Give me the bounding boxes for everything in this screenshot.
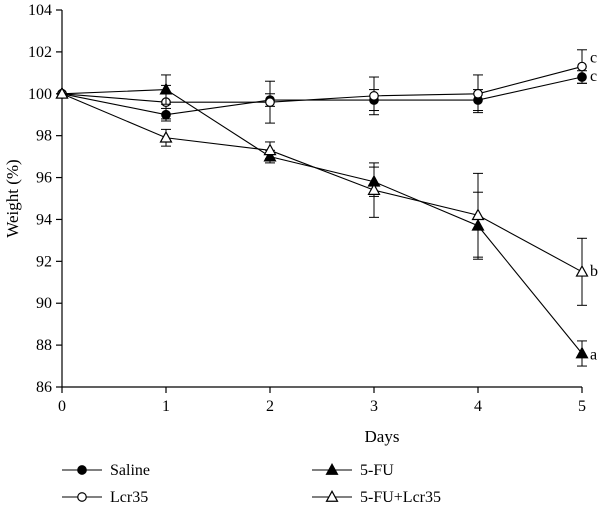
series-layer: cc a b bbox=[55, 49, 598, 367]
data-point bbox=[263, 143, 277, 156]
y-tick-label: 98 bbox=[36, 128, 52, 145]
data-point bbox=[473, 88, 483, 99]
y-tick-label: 104 bbox=[28, 2, 52, 19]
y-tick-label: 92 bbox=[36, 253, 52, 270]
legend: Saline Lcr35 5-FU 5-FU+Lcr35 bbox=[62, 462, 441, 506]
legend-marker bbox=[77, 492, 87, 502]
x-tick-label: 3 bbox=[370, 398, 378, 415]
legend-item-5-fu: 5-FU bbox=[312, 462, 394, 479]
legend-label: Saline bbox=[110, 462, 150, 479]
y-tick-label: 100 bbox=[28, 86, 52, 103]
data-point bbox=[265, 97, 275, 108]
series-line-5-fu-lcr35 bbox=[61, 93, 583, 273]
series-5-fu-lcr35: b bbox=[55, 86, 598, 306]
data-point bbox=[367, 183, 381, 195]
series-lcr35: c bbox=[57, 49, 597, 124]
series-line-lcr35 bbox=[61, 66, 583, 103]
legend-label: Lcr35 bbox=[110, 489, 148, 506]
x-tick-label: 0 bbox=[58, 398, 66, 415]
y-tick-label: 90 bbox=[36, 295, 52, 312]
legend-marker bbox=[77, 465, 87, 475]
x-tick-label: 1 bbox=[162, 398, 170, 415]
y-tick-label: 96 bbox=[36, 170, 52, 187]
legend-item-5-fu-lcr35: 5-FU+Lcr35 bbox=[312, 489, 441, 506]
series-5-fu: a bbox=[55, 74, 597, 367]
y-tick-label: 86 bbox=[36, 379, 52, 396]
series-annotation-saline: c bbox=[590, 68, 597, 85]
legend-marker bbox=[325, 463, 339, 475]
series-annotation-5-fu: a bbox=[590, 346, 597, 363]
x-tick-label: 2 bbox=[266, 398, 274, 415]
data-point bbox=[575, 264, 589, 277]
data-point bbox=[55, 86, 69, 99]
series-line-saline bbox=[61, 76, 583, 116]
data-point bbox=[575, 346, 589, 359]
data-point bbox=[471, 208, 485, 221]
data-point bbox=[159, 82, 173, 95]
data-point bbox=[577, 61, 587, 72]
data-point bbox=[369, 91, 379, 101]
series-annotation-5-fu-lcr35: b bbox=[590, 263, 598, 280]
x-tick-label: 4 bbox=[474, 398, 482, 415]
y-tick-label: 102 bbox=[28, 44, 52, 61]
axes: 86 88 90 92 94 96 98 100 102 104 0 1 2 3 4 5 Days Weight … bbox=[3, 2, 586, 446]
x-axis-title: Days bbox=[365, 427, 400, 446]
legend-item-lcr35: Lcr35 bbox=[62, 489, 148, 506]
series-line-5-fu bbox=[61, 89, 583, 354]
series-annotation-lcr35: c bbox=[590, 50, 597, 67]
x-tick-label: 5 bbox=[578, 398, 586, 415]
legend-label: 5-FU bbox=[360, 462, 394, 479]
legend-marker bbox=[325, 490, 339, 502]
series-saline: c bbox=[57, 68, 597, 122]
y-axis-title: Weight (%) bbox=[3, 159, 22, 237]
y-tick-label: 94 bbox=[36, 211, 52, 228]
y-tick-label: 88 bbox=[36, 337, 52, 354]
data-point bbox=[159, 130, 173, 143]
legend-item-saline: Saline bbox=[62, 462, 150, 479]
legend-label: 5-FU+Lcr35 bbox=[360, 489, 441, 506]
